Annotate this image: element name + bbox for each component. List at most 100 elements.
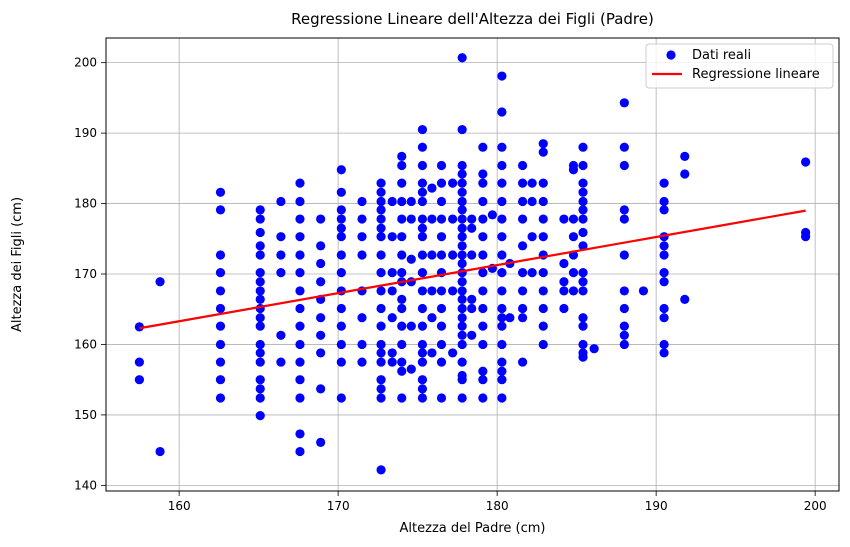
data-point	[397, 321, 407, 331]
data-point	[436, 178, 447, 188]
data-point	[578, 277, 588, 287]
data-point	[316, 313, 326, 323]
data-point	[316, 437, 326, 447]
data-point	[457, 196, 467, 207]
data-point	[316, 330, 326, 340]
data-point	[478, 250, 488, 260]
data-point	[376, 393, 386, 403]
data-point	[538, 196, 548, 207]
data-point	[538, 286, 548, 296]
data-point	[589, 344, 599, 354]
data-point	[295, 250, 305, 260]
data-point	[478, 303, 488, 314]
data-point	[538, 321, 548, 331]
data-point	[436, 250, 447, 260]
data-point	[457, 241, 467, 251]
data-point	[316, 214, 326, 224]
data-point	[478, 339, 488, 350]
data-point	[336, 339, 346, 350]
data-point	[155, 277, 165, 287]
data-point	[517, 268, 528, 278]
chart-title: Regressione Lineare dell'Altezza dei Fig…	[291, 10, 654, 28]
data-point	[417, 214, 428, 224]
regression-line	[139, 209, 806, 330]
data-point	[478, 286, 488, 296]
data-point	[336, 357, 346, 367]
data-point	[417, 142, 428, 152]
data-point	[638, 286, 649, 296]
data-point	[497, 214, 507, 224]
regression-line-layer	[139, 209, 806, 330]
data-point	[255, 250, 265, 260]
data-point	[255, 348, 265, 358]
data-point	[527, 178, 537, 188]
data-point	[336, 187, 346, 197]
data-point	[295, 375, 305, 385]
data-point	[457, 169, 467, 179]
data-point	[497, 232, 507, 242]
data-point	[578, 160, 588, 171]
data-point	[436, 214, 447, 224]
data-point	[680, 294, 690, 304]
data-point	[406, 321, 416, 331]
data-point	[357, 214, 367, 224]
data-point	[578, 241, 588, 251]
data-point	[538, 178, 548, 188]
data-point	[406, 196, 416, 207]
legend-scatter-marker	[666, 50, 676, 60]
data-point	[497, 250, 507, 260]
data-point	[457, 205, 467, 215]
data-point	[467, 214, 477, 224]
data-point	[336, 205, 346, 215]
data-point	[448, 250, 458, 260]
data-point	[467, 223, 477, 233]
data-point	[336, 321, 346, 331]
data-point	[387, 268, 397, 278]
data-point	[457, 232, 467, 242]
data-point	[417, 196, 428, 207]
data-point	[659, 178, 669, 188]
legend-label-dati-reali: Dati reali	[692, 48, 751, 63]
data-point	[497, 339, 507, 350]
axis-ticks: 160 170 180 190 200 140 150 160 170 180 190 200	[74, 56, 827, 513]
data-point	[417, 232, 428, 242]
data-point	[417, 160, 428, 171]
data-point	[436, 357, 447, 367]
x-tick-label: 190	[645, 499, 668, 513]
data-point	[538, 339, 548, 350]
data-point	[255, 313, 265, 323]
data-point	[517, 214, 528, 224]
data-point	[255, 384, 265, 394]
data-point	[215, 205, 226, 215]
data-point	[505, 313, 515, 323]
data-point	[417, 375, 428, 385]
data-point	[255, 241, 265, 251]
data-point	[295, 232, 305, 242]
data-point	[255, 357, 265, 367]
data-point	[559, 277, 569, 287]
data-point	[417, 286, 428, 296]
data-point	[417, 321, 428, 331]
data-point	[497, 142, 507, 152]
data-point	[659, 313, 669, 323]
data-point	[357, 232, 367, 242]
data-point	[497, 160, 507, 171]
data-point	[659, 205, 669, 215]
data-point	[457, 375, 467, 385]
data-point	[527, 232, 537, 242]
data-point	[397, 303, 407, 314]
data-point	[427, 286, 437, 296]
data-point	[436, 303, 447, 314]
data-point	[276, 232, 286, 242]
data-point	[255, 411, 265, 421]
data-point	[376, 357, 386, 367]
data-point	[295, 357, 305, 367]
data-point	[457, 313, 467, 323]
data-point	[659, 348, 669, 358]
legend-label-regressione: Regressione lineare	[692, 67, 820, 82]
data-point	[436, 339, 447, 350]
data-point	[436, 321, 447, 331]
data-point	[376, 303, 386, 314]
data-point	[467, 303, 477, 314]
data-point	[659, 339, 669, 350]
